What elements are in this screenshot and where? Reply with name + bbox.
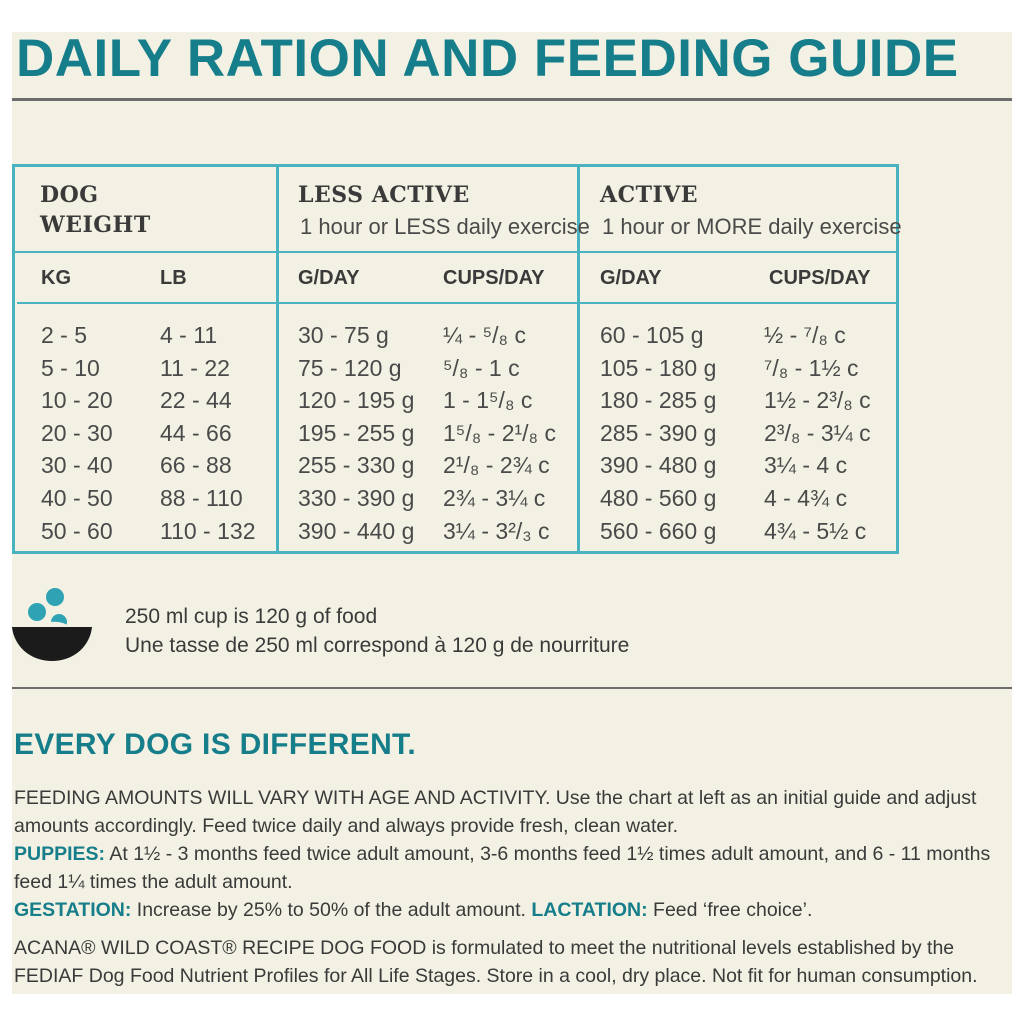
section-heading: EVERY DOG IS DIFFERENT.	[14, 728, 416, 761]
table-divider	[15, 251, 896, 253]
puppies-paragraph: PUPPIES: At 1½ - 3 months feed twice adu…	[14, 843, 991, 893]
column-header-less-g-day: G/DAY	[298, 267, 360, 289]
table-cell: ½ - ⁷/₈ c ⁷/₈ - 1½ c 1½ - 2³/₈ c 2³/₈ - 3¼ …	[764, 322, 871, 544]
page-title: DAILY RATION AND FEEDING GUIDE	[16, 29, 959, 88]
lactation-label: LACTATION:	[531, 899, 648, 921]
section-divider	[12, 687, 1012, 689]
table-cell: 4 - 11 11 - 22 22 - 44 44 - 66 66 - 88 88 - 1…	[160, 322, 256, 544]
dog-weight-header: DOG WEIGHT	[40, 182, 151, 238]
table-divider	[17, 302, 896, 304]
cup-note: 250 ml cup is 120 g of food Une tasse de…	[125, 602, 629, 660]
column-header-less-cups-day: CUPS/DAY	[443, 267, 545, 289]
gestation-label: GESTATION:	[14, 899, 132, 921]
column-header-kg: KG	[41, 267, 71, 289]
active-header: ACTIVE	[600, 182, 699, 208]
cup-note-fr: Une tasse de 250 ml correspond à 120 g d…	[125, 634, 630, 657]
table-divider	[577, 167, 580, 551]
cup-note-en: 250 ml cup is 120 g of food	[125, 605, 378, 628]
table-divider	[276, 167, 279, 551]
table-cell: 60 - 105 g 105 - 180 g 180 - 285 g 285 - 39…	[600, 322, 717, 544]
puppies-label: PUPPIES:	[14, 843, 106, 865]
feeding-table: DOG WEIGHT LESS ACTIVE 1 hour or LESS da…	[12, 164, 902, 554]
active-subtitle: 1 hour or MORE daily exercise	[602, 214, 902, 239]
column-header-active-cups-day: CUPS/DAY	[769, 267, 871, 289]
feeding-guide-panel: DAILY RATION AND FEEDING GUIDE DOG WEIGH…	[12, 32, 1012, 994]
food-bowl-icon	[12, 588, 92, 661]
table-cell: 30 - 75 g 75 - 120 g 120 - 195 g 195 - 255 …	[298, 322, 415, 544]
less-active-header: LESS ACTIVE	[298, 182, 470, 208]
title-divider	[12, 98, 1012, 101]
gestation-paragraph: GESTATION: Increase by 25% to 50% of the…	[14, 899, 813, 921]
less-active-subtitle: 1 hour or LESS daily exercise	[300, 214, 590, 239]
column-header-lb: LB	[160, 267, 187, 289]
column-header-active-g-day: G/DAY	[600, 267, 662, 289]
feeding-paragraph: FEEDING AMOUNTS WILL VARY WITH AGE AND A…	[14, 787, 977, 837]
formulation-paragraph: ACANA® WILD COAST® RECIPE DOG FOOD is fo…	[14, 937, 978, 987]
